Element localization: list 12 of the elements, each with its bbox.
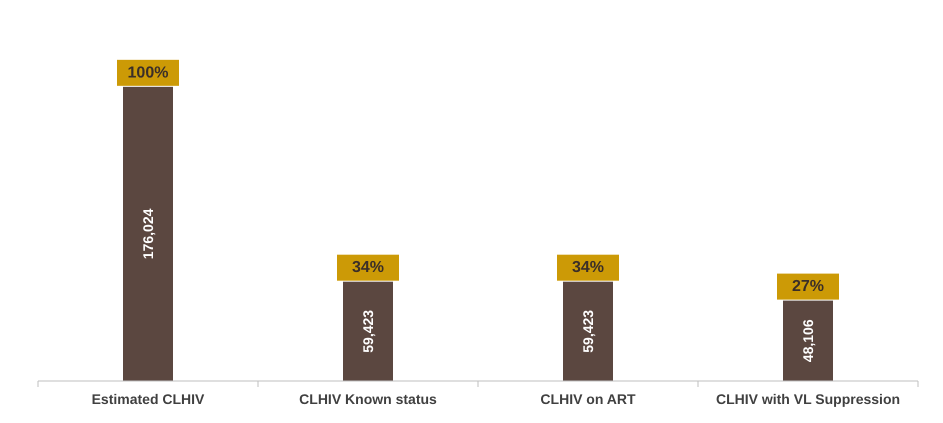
x-tick-label: CLHIV Known status xyxy=(299,391,438,407)
x-tick-label: CLHIV on ART xyxy=(540,391,636,407)
annotation: 34% xyxy=(572,259,604,276)
data-label: 59,423 xyxy=(580,310,596,353)
annotation: 100% xyxy=(128,64,168,82)
data-label: 48,106 xyxy=(800,319,816,362)
x-tick-label: Estimated CLHIV xyxy=(92,391,206,407)
annotation: 27% xyxy=(792,278,824,296)
data-label: 176,024 xyxy=(140,208,156,260)
x-tick-label: CLHIV with VL Suppression xyxy=(716,391,900,407)
annotation: 34% xyxy=(352,259,384,276)
data-label: 59,423 xyxy=(360,310,376,353)
